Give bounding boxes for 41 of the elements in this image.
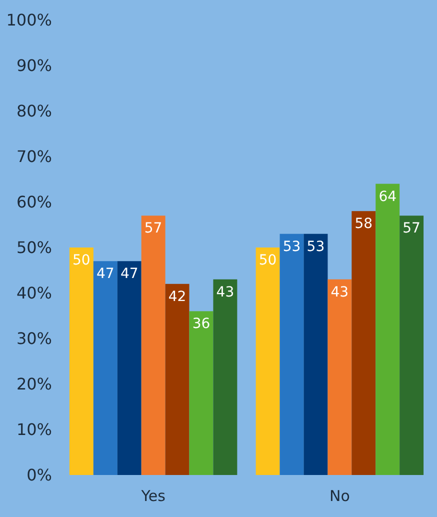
bar <box>352 211 376 475</box>
y-tick-label: 70% <box>16 147 52 166</box>
y-tick-label: 50% <box>16 238 52 258</box>
data-label: 53 <box>282 238 301 255</box>
y-tick-label: 100% <box>6 10 52 30</box>
y-tick-label: 40% <box>16 284 52 303</box>
bar <box>69 248 94 475</box>
bar <box>141 216 166 475</box>
data-label: 47 <box>96 266 114 282</box>
data-label: 36 <box>192 316 210 332</box>
bar <box>117 261 142 475</box>
bar <box>256 248 280 475</box>
data-label: 64 <box>378 188 397 205</box>
data-label: 42 <box>168 288 186 305</box>
y-tick-label: 90% <box>16 56 52 76</box>
data-label: 50 <box>258 252 277 268</box>
bar <box>93 261 118 475</box>
bar <box>328 279 352 475</box>
data-label: 57 <box>402 220 420 237</box>
x-tick-label: Yes <box>140 487 166 505</box>
y-tick-label: 80% <box>16 102 52 121</box>
y-tick-label: 60% <box>16 192 52 212</box>
y-tick-label: 20% <box>16 374 52 394</box>
data-label: 57 <box>144 220 162 237</box>
bar <box>376 184 400 475</box>
data-label: 53 <box>306 238 325 255</box>
data-label: 50 <box>72 252 90 268</box>
y-tick-label: 0% <box>26 466 52 485</box>
bar <box>400 216 424 475</box>
data-label: 58 <box>354 216 373 232</box>
y-tick-label: 10% <box>16 420 52 440</box>
bar <box>280 234 304 475</box>
x-tick-label: No <box>329 487 350 505</box>
bar <box>189 311 214 475</box>
bar <box>165 284 190 475</box>
data-label: 43 <box>330 284 349 300</box>
data-label: 47 <box>120 266 138 282</box>
y-tick-label: 30% <box>16 329 52 348</box>
data-label: 43 <box>216 284 234 300</box>
bar <box>304 234 328 475</box>
bar <box>213 279 238 475</box>
